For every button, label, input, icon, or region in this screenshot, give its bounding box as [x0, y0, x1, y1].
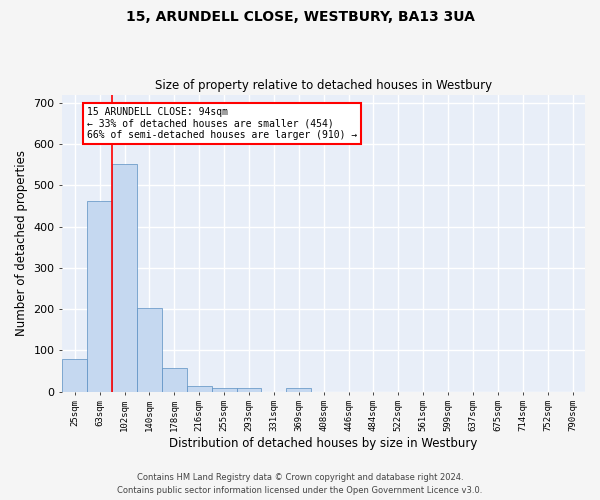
Title: Size of property relative to detached houses in Westbury: Size of property relative to detached ho… — [155, 79, 492, 92]
Bar — [162, 368, 187, 392]
Text: 15 ARUNDELL CLOSE: 94sqm
← 33% of detached houses are smaller (454)
66% of semi-: 15 ARUNDELL CLOSE: 94sqm ← 33% of detach… — [87, 107, 357, 140]
Bar — [62, 360, 87, 392]
Bar — [187, 386, 212, 392]
Y-axis label: Number of detached properties: Number of detached properties — [15, 150, 28, 336]
Text: Contains HM Land Registry data © Crown copyright and database right 2024.
Contai: Contains HM Land Registry data © Crown c… — [118, 474, 482, 495]
X-axis label: Distribution of detached houses by size in Westbury: Distribution of detached houses by size … — [169, 437, 478, 450]
Bar — [137, 308, 162, 392]
Bar — [112, 164, 137, 392]
Bar — [286, 388, 311, 392]
Bar — [212, 388, 236, 392]
Bar — [87, 201, 112, 392]
Bar — [236, 388, 262, 392]
Text: 15, ARUNDELL CLOSE, WESTBURY, BA13 3UA: 15, ARUNDELL CLOSE, WESTBURY, BA13 3UA — [125, 10, 475, 24]
